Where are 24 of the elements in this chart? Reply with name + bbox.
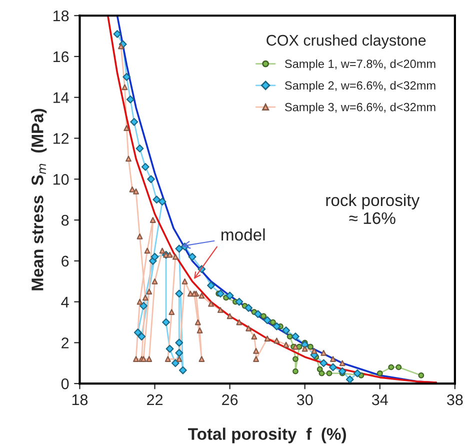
legend-label: Sample 3, w=6.6%, d<32mm [285,102,436,114]
y-axis-title: Mean stress S$_{m}$ (MPa) [31,108,47,290]
annotation: model [222,228,265,241]
x-axis-title: Total porosity f (%) [188,428,346,444]
y-tick-label: 10 [53,174,69,185]
y-tick-label: 18 [53,10,69,22]
x-tick-label: 30 [296,394,313,406]
y-tick-label: 16 [53,51,69,62]
legend-label: Sample 1, w=7.8%, d<20mm [285,59,436,70]
y-tick-label: 12 [53,133,69,144]
y-tick-label: 8 [61,214,69,226]
annotation: rock porosity ≈ 16% [326,194,420,224]
y-tick-label: 6 [62,256,69,267]
y-tick-label: 4 [61,296,69,308]
x-tick-label: 38 [447,394,463,406]
legend-label: Sample 2, w=6.6%, d<32mm [285,80,436,92]
x-tick-label: 22 [147,394,162,406]
y-tick-label: 0 [61,378,69,390]
y-tick-label: 14 [53,92,69,103]
x-tick-label: 18 [72,394,88,406]
legend-title: COX crushed claystone [266,34,426,49]
x-tick-label: 26 [222,394,238,406]
x-tick-label: 34 [372,394,388,406]
y-tick-label: 2 [62,338,69,348]
